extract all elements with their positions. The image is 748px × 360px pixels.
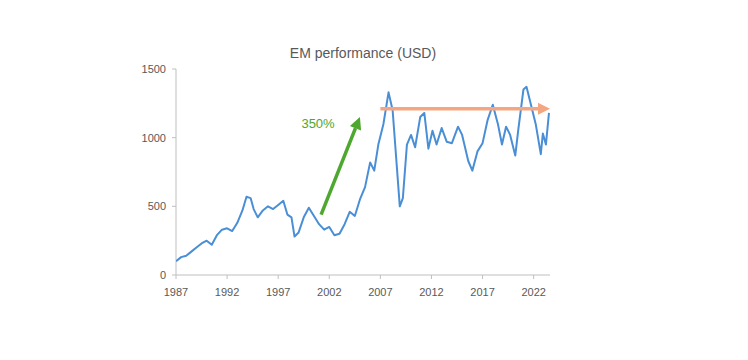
y-tick-label: 500 [148,200,166,212]
x-tick-label: 2012 [419,286,443,298]
x-axis [176,275,550,276]
y-tick-label: 1000 [142,132,166,144]
y-axis [176,69,177,275]
annotation-arrowhead [350,117,361,130]
x-tick [380,275,381,279]
y-tick [172,206,176,207]
annotation-arrow [380,107,538,111]
x-tick [533,275,534,279]
chart: EM performance (USD) 0 500 1000 1500 1987 1992… [0,0,748,360]
y-tick-label: 0 [160,269,166,281]
x-tick [278,275,279,279]
x-tick [176,275,177,279]
plot-area [176,87,549,261]
y-tick [172,69,176,70]
x-tick-label: 2022 [521,286,545,298]
x-tick-label: 1997 [266,286,290,298]
x-tick [329,275,330,279]
title: EM performance (USD) [290,45,436,61]
y-tick [172,137,176,138]
annotation-arrowhead [538,103,550,115]
x-tick-label: 2017 [470,286,494,298]
annotation-arrow [321,128,355,214]
x-tick [482,275,483,279]
annotation-text: 350% [301,116,335,131]
x-tick-label: 1992 [215,286,239,298]
x-tick-label: 2007 [368,286,392,298]
x-tick-label: 2002 [317,286,341,298]
y-tick-label: 1500 [142,63,166,75]
y-tick [172,275,176,276]
data-line [176,87,549,261]
x-tick [227,275,228,279]
x-tick [431,275,432,279]
x-tick-label: 1987 [164,286,188,298]
